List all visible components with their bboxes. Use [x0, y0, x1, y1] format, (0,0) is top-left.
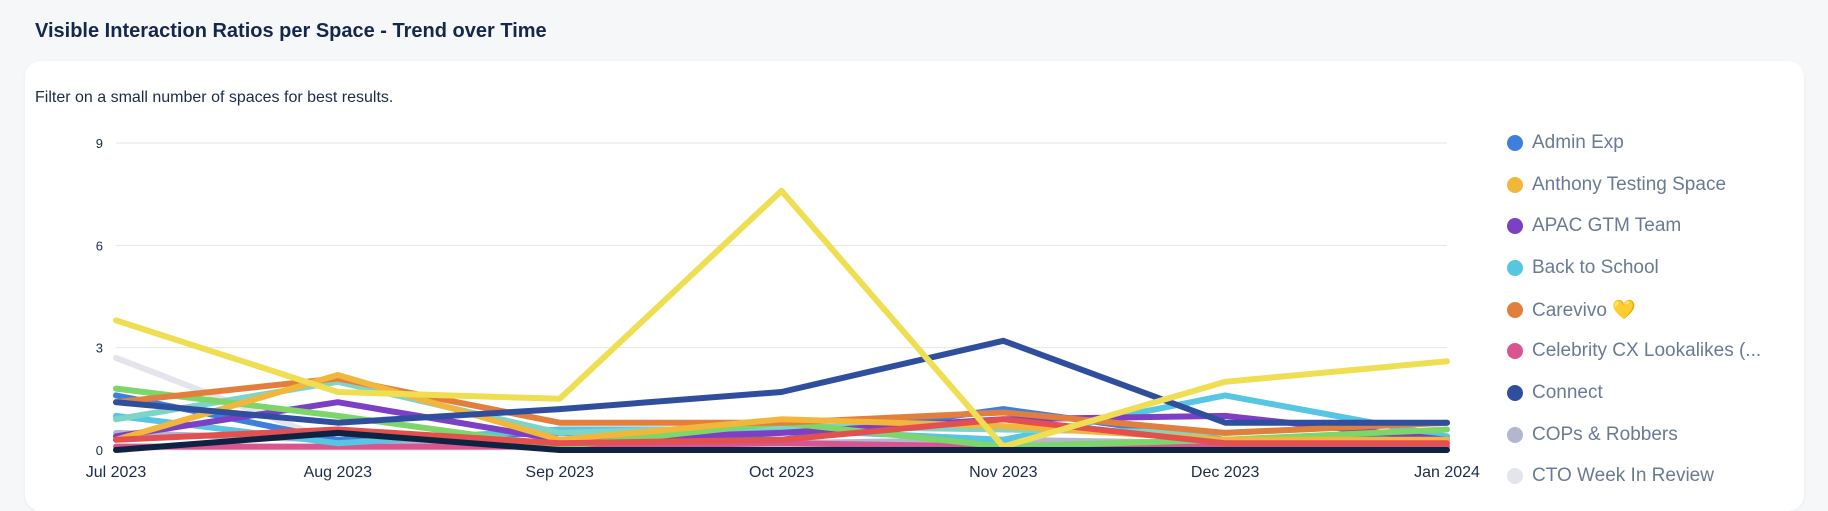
- series-line[interactable]: [113, 429, 1450, 453]
- legend-item[interactable]: Carevivo 💛: [1507, 289, 1807, 331]
- legend-swatch: [1507, 218, 1523, 235]
- chart-subtitle: Filter on a small number of spaces for b…: [35, 89, 394, 106]
- x-tick-label: Jul 2023: [86, 464, 147, 481]
- x-tick-label: Dec 2023: [1191, 464, 1260, 481]
- legend-item[interactable]: Celebrity CX Lookalikes (...: [1507, 330, 1807, 372]
- legend-item[interactable]: CTO Week In Review: [1507, 456, 1807, 498]
- y-tick-label: 0: [96, 443, 103, 458]
- legend-item[interactable]: Anthony Testing Space: [1507, 164, 1807, 206]
- legend-label: Carevivo 💛: [1532, 299, 1636, 321]
- legend-item[interactable]: Back to School: [1507, 247, 1807, 289]
- chart-legend: Admin Exp Anthony Testing Space APAC GTM T…: [1507, 122, 1807, 497]
- legend-swatch: [1507, 343, 1523, 360]
- x-tick-label: Nov 2023: [969, 464, 1038, 481]
- x-tick-label: Oct 2023: [749, 464, 814, 481]
- series-line[interactable]: [113, 375, 1450, 436]
- legend-label: Admin Exp: [1532, 131, 1624, 153]
- x-tick-label: Sep 2023: [525, 464, 594, 481]
- legend-swatch: [1507, 259, 1523, 276]
- line-chart: 0 3 6 9 Jul 2023 Aug 2023 Sep 2023 Oct 2023 Nov…: [86, 136, 1480, 481]
- x-tick-label: Jan 2024: [1414, 464, 1480, 481]
- series-line[interactable]: [113, 187, 1450, 450]
- legend-item[interactable]: Admin Exp: [1507, 122, 1807, 164]
- y-tick-label: 6: [96, 238, 103, 253]
- legend-label: APAC GTM Team: [1532, 215, 1682, 237]
- page-title: Visible Interaction Ratios per Space - T…: [35, 20, 547, 42]
- legend-swatch: [1507, 426, 1523, 443]
- legend-label: Celebrity CX Lookalikes (...: [1532, 340, 1762, 362]
- series-line[interactable]: [113, 337, 1450, 426]
- series-line[interactable]: [113, 372, 1450, 443]
- series-line[interactable]: [113, 399, 1450, 443]
- legend-swatch: [1507, 468, 1523, 485]
- legend-item[interactable]: COPs & Robbers: [1507, 414, 1807, 456]
- legend-swatch: [1507, 301, 1523, 318]
- y-axis-ticks: 0 3 6 9: [96, 136, 103, 458]
- legend-swatch: [1507, 384, 1523, 401]
- series-lines: [113, 187, 1450, 453]
- legend-label: CTO Week In Review: [1532, 465, 1714, 487]
- legend-swatch: [1507, 176, 1523, 193]
- legend-label: Anthony Testing Space: [1532, 173, 1727, 195]
- y-tick-label: 3: [96, 341, 103, 356]
- legend-item[interactable]: Connect: [1507, 372, 1807, 414]
- legend-label: Connect: [1532, 381, 1603, 403]
- series-line[interactable]: [113, 416, 1450, 447]
- legend-label: COPs & Robbers: [1532, 423, 1678, 445]
- legend-label: Back to School: [1532, 256, 1659, 278]
- series-line[interactable]: [113, 392, 1450, 447]
- y-tick-label: 9: [96, 136, 103, 151]
- x-axis-ticks: Jul 2023 Aug 2023 Sep 2023 Oct 2023 Nov 2023…: [86, 464, 1480, 481]
- legend-swatch: [1507, 134, 1523, 151]
- legend-item[interactable]: APAC GTM Team: [1507, 205, 1807, 247]
- x-tick-label: Aug 2023: [304, 464, 373, 481]
- series-line[interactable]: [113, 440, 1450, 450]
